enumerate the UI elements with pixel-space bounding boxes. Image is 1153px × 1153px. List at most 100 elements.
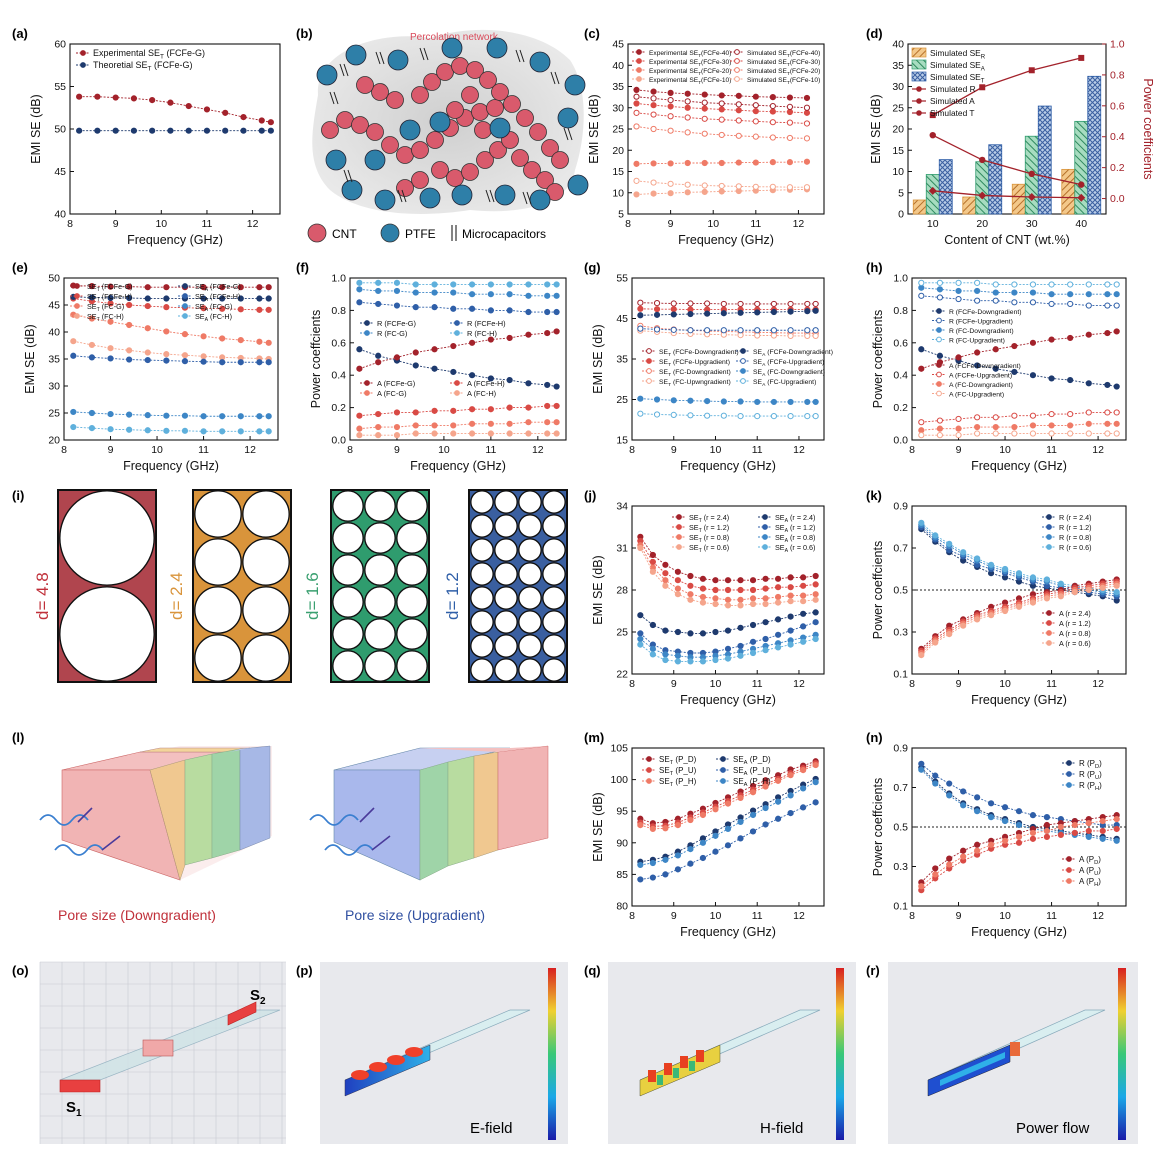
data-point bbox=[553, 430, 560, 437]
data-point bbox=[812, 799, 819, 806]
legend-label: SET (P_D) bbox=[659, 755, 697, 766]
downgradient-block bbox=[39, 745, 272, 881]
bar bbox=[962, 196, 977, 215]
data-point bbox=[1078, 54, 1085, 61]
data-point bbox=[1113, 291, 1120, 298]
data-point bbox=[450, 368, 457, 376]
panel-letter-p: (p) bbox=[296, 963, 313, 978]
data-point bbox=[265, 359, 272, 366]
microcapacitor bbox=[339, 63, 349, 77]
data-point bbox=[800, 623, 807, 630]
data-point bbox=[487, 420, 494, 427]
data-point bbox=[650, 125, 657, 133]
legend-marker bbox=[1046, 640, 1052, 646]
x-tick-label: 8 bbox=[61, 444, 67, 456]
legend-label: R (FCFe-G) bbox=[377, 319, 416, 328]
data-point bbox=[649, 568, 656, 575]
y-axis-label: EMI SE (dB) bbox=[591, 792, 605, 861]
data-point bbox=[687, 310, 694, 318]
legend-label: R (FCFe-H) bbox=[467, 319, 506, 328]
data-point bbox=[126, 294, 133, 302]
legend-label: SEA (P_D) bbox=[733, 755, 771, 766]
data-point bbox=[774, 631, 782, 638]
data-point bbox=[787, 772, 794, 779]
data-point bbox=[468, 305, 476, 312]
y-axis-label: EMI SE (dB) bbox=[869, 94, 883, 163]
data-point bbox=[812, 300, 819, 308]
data-point bbox=[955, 279, 962, 286]
cnt-particle bbox=[436, 63, 454, 81]
data-point bbox=[553, 402, 560, 410]
data-point bbox=[955, 354, 962, 361]
series-line bbox=[932, 190, 1082, 199]
y-tick-label: 0 bbox=[898, 209, 904, 221]
data-point bbox=[650, 95, 657, 102]
data-point bbox=[553, 281, 560, 288]
legend-label: A (FCFe-Downgradient) bbox=[949, 363, 1021, 370]
data-point bbox=[412, 281, 419, 288]
data-point bbox=[107, 355, 114, 362]
data-point bbox=[774, 777, 782, 784]
y-tick-label: 40 bbox=[612, 60, 624, 72]
legend-label: Simulated R bbox=[930, 84, 976, 94]
data-point bbox=[955, 287, 962, 295]
data-point bbox=[1048, 336, 1055, 343]
data-point bbox=[1113, 837, 1120, 844]
legend-label: SEA (FC-G) bbox=[195, 302, 232, 313]
panel-letter-j: (j) bbox=[584, 488, 596, 503]
data-point bbox=[1067, 334, 1074, 342]
data-point bbox=[787, 809, 794, 817]
data-point bbox=[987, 561, 995, 568]
x-tick-label: 11 bbox=[752, 444, 763, 456]
y-tick-label: 25 bbox=[48, 408, 60, 420]
data-point bbox=[506, 430, 513, 437]
data-point bbox=[185, 127, 192, 134]
data-point bbox=[431, 422, 438, 429]
legend-marker bbox=[936, 390, 942, 397]
legend-label: R (PU) bbox=[1079, 770, 1102, 781]
data-point bbox=[375, 423, 382, 431]
data-point bbox=[979, 84, 986, 91]
data-point bbox=[936, 432, 944, 439]
data-point bbox=[544, 402, 551, 410]
data-point bbox=[650, 160, 657, 167]
data-point bbox=[167, 127, 174, 134]
data-point bbox=[762, 585, 769, 592]
data-point bbox=[992, 281, 999, 288]
data-point bbox=[653, 300, 661, 307]
data-point bbox=[181, 412, 189, 419]
data-point bbox=[918, 766, 925, 773]
data-point bbox=[1085, 420, 1092, 427]
pore-circle bbox=[332, 554, 364, 586]
plot-frame bbox=[631, 747, 825, 907]
data-point bbox=[126, 301, 133, 309]
legend-label: Experimental SET(FCFe-40) bbox=[649, 50, 731, 59]
data-point bbox=[412, 422, 419, 429]
legend-label: SEA (FC-Upgradient) bbox=[753, 379, 816, 388]
data-point bbox=[375, 432, 382, 439]
data-point bbox=[992, 346, 999, 353]
data-point bbox=[804, 327, 811, 334]
data-point bbox=[918, 760, 925, 767]
data-point bbox=[88, 341, 96, 349]
legend-marker bbox=[636, 49, 642, 55]
y-tick-label: 10 bbox=[612, 187, 624, 199]
data-point bbox=[804, 300, 811, 308]
cnt-particle bbox=[503, 95, 521, 113]
data-point bbox=[1027, 193, 1036, 201]
y-tick-label: 0.2 bbox=[331, 402, 346, 414]
pore-circle bbox=[542, 562, 566, 586]
data-point bbox=[356, 432, 363, 439]
data-point bbox=[265, 413, 272, 420]
data-point bbox=[699, 811, 707, 819]
data-point bbox=[487, 291, 494, 298]
data-point bbox=[936, 425, 944, 432]
data-point bbox=[1104, 409, 1111, 416]
h-field-label: H-field bbox=[760, 1120, 803, 1137]
data-point bbox=[992, 365, 999, 372]
data-point bbox=[412, 349, 419, 356]
data-point bbox=[633, 109, 640, 116]
cnt-particle bbox=[491, 83, 509, 101]
data-point bbox=[718, 159, 725, 167]
data-point bbox=[770, 300, 778, 308]
